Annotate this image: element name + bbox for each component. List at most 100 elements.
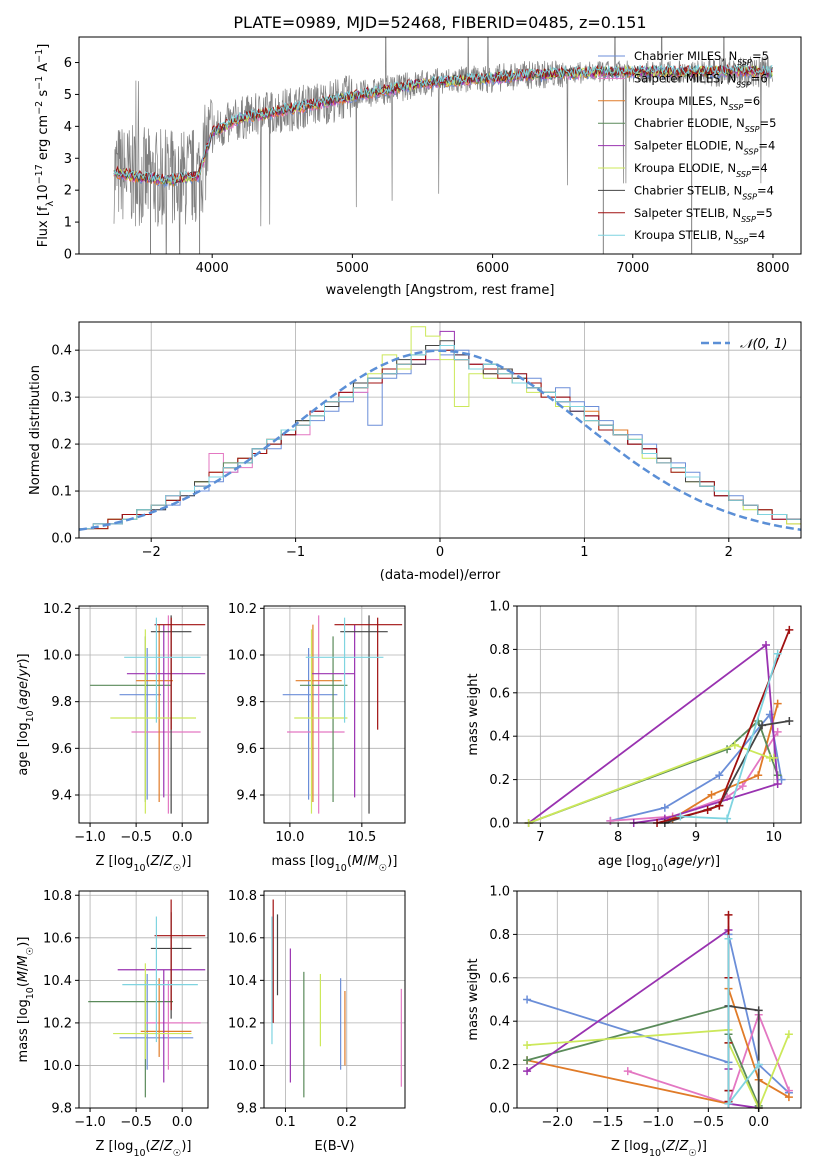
- age_vs_Z-y-label: age [log10(age/yr)]: [16, 653, 36, 775]
- mass-vs-metallicity-panel: −1.0 −0.5 0.0 9.8 10.0 10.2 10.4 10.6 10.8 Z [log…: [16, 889, 209, 1159]
- legend-label: Kroupa ELODIE, NSSP=4: [634, 161, 768, 179]
- y-tick-label: 0.2: [489, 773, 510, 788]
- y-tick-label: 0.6: [489, 686, 510, 701]
- y-tick-label: 1.0: [489, 885, 510, 900]
- plot-frame: [516, 605, 802, 824]
- residuals-panel: −2 −1 0 1 2 0.0 0.1 0.2 0.3 0.4 (data-model)/error…: [28, 321, 802, 583]
- y-tick-label: 0.0: [489, 1102, 510, 1117]
- y-tick-label: 1.0: [489, 600, 510, 615]
- errorbar-4: [126, 624, 206, 798]
- weight-series-1: [606, 727, 782, 825]
- weight-series-4: [523, 926, 763, 1112]
- age-vs-metallicity-panel: −1.0 −0.5 0.0 9.4 9.6 9.8 10.0 10.2 Z [log10(Z/Z…: [16, 602, 209, 874]
- y-tick-label: 9.8: [236, 695, 257, 710]
- plot-frame: [78, 890, 209, 1109]
- errorbar-1: [145, 980, 201, 1070]
- weight-series-8: [724, 934, 763, 1108]
- weight-marker: [703, 805, 712, 814]
- weight-marker: [784, 1030, 793, 1039]
- y-tick-label: 0.0: [489, 817, 510, 832]
- y-tick-label: 10.0: [43, 1059, 72, 1074]
- mass-vs-ebv-panel: 0.1 0.2 9.8 10.0 10.2 10.4 10.6 10.8 E(B-V): [228, 889, 406, 1154]
- mass_vs_Z-y-label: mass [log10(M/M☉)]: [16, 937, 36, 1063]
- errorbar-7: [154, 617, 206, 730]
- x-tick-label: 10.0: [275, 830, 304, 845]
- weight-marker: [773, 649, 782, 658]
- plot-frame: [78, 605, 209, 824]
- x-tick-label: −0.5: [120, 1115, 152, 1130]
- x-tick-label: 0: [436, 545, 444, 560]
- y-tick-label: 0.4: [51, 344, 72, 359]
- errorbars: [271, 899, 402, 1098]
- x-tick-label: 10: [765, 830, 782, 845]
- errorbar-8: [305, 617, 384, 723]
- weight-line: [526, 928, 759, 1109]
- x-tick-label: 6000: [476, 261, 509, 276]
- massweight-vs-age-panel: 7 8 9 10 0.0 0.2 0.4 0.6 0.8 1.0 age [log10(age/yr…: [466, 600, 802, 874]
- weight-marker: [623, 1067, 632, 1076]
- mass_vs_EBV-x-label: E(B-V): [314, 1139, 354, 1154]
- y-tick-label: 9.6: [236, 742, 257, 757]
- x-tick-label: −0.5: [120, 830, 152, 845]
- x-tick-label: 8000: [756, 261, 789, 276]
- weight-line: [627, 1012, 790, 1105]
- massweight_vs_Z-y-label: mass weight: [466, 958, 481, 1040]
- y-tick-label: 9.8: [51, 1102, 72, 1117]
- legend-label: Chabrier MILES, NSSP=5: [634, 49, 769, 67]
- errorbar-2: [136, 624, 173, 802]
- weight-marker: [761, 641, 770, 650]
- x-tick-label: 4000: [196, 261, 229, 276]
- weight-marker: [730, 740, 739, 749]
- errorbar-8: [124, 617, 201, 723]
- gaussian-curve: [79, 349, 801, 532]
- age_vs_Z-x-label: Z [log10(Z/Z☉)]: [96, 854, 192, 874]
- x-tick-label: −1: [286, 545, 305, 560]
- plot-frame: [263, 890, 406, 1109]
- y-tick-label: 10.2: [43, 602, 72, 617]
- y-tick-label: 10.8: [228, 889, 257, 904]
- y-tick-label: 0.3: [51, 391, 72, 406]
- y-tick-label: 0: [64, 248, 72, 263]
- y-tick-label: 0.4: [489, 1015, 510, 1030]
- weight-marker: [723, 814, 732, 823]
- massweight_vs_age-y-label: mass weight: [466, 673, 481, 755]
- y-tick-label: 10.0: [43, 649, 72, 664]
- x-tick-label: 8: [614, 830, 622, 845]
- weight-marker: [606, 816, 615, 825]
- weight-marker: [785, 717, 794, 726]
- y-tick-label: 10.2: [228, 602, 257, 617]
- weight-lines: [523, 910, 793, 1112]
- errorbars: [282, 615, 403, 814]
- errorbar-6: [340, 615, 388, 814]
- weight-marker: [724, 1099, 733, 1108]
- errorbar-5: [110, 629, 197, 814]
- errorbar-3: [299, 636, 348, 802]
- y-tick-label: 9.4: [236, 789, 257, 804]
- plot-frame: [78, 36, 802, 255]
- x-tick-label: 0.0: [748, 1115, 769, 1130]
- y-tick-label: 9.8: [51, 695, 72, 710]
- y-tick-label: 4: [64, 120, 72, 135]
- errorbar-2: [295, 624, 342, 802]
- x-tick-label: −1.5: [592, 1115, 624, 1130]
- legend-label: Salpeter ELODIE, NSSP=4: [634, 139, 775, 157]
- x-tick-label: 10.5: [347, 830, 376, 845]
- y-tick-label: 10.0: [228, 1059, 257, 1074]
- y-tick-label: 10.8: [43, 889, 72, 904]
- weight-series-3: [523, 1002, 763, 1110]
- x-tick-label: 0.1: [275, 1115, 296, 1130]
- weight-marker: [754, 1060, 763, 1069]
- y-tick-label: 6: [64, 56, 72, 71]
- x-tick-label: 5000: [336, 261, 369, 276]
- weight-marker: [754, 1006, 763, 1015]
- weight-marker: [773, 779, 782, 788]
- errorbar-0: [282, 648, 338, 800]
- errorbar-3: [88, 980, 173, 1098]
- spectrum-title: PLATE=0989, MJD=52468, FIBERID=0485, z=0…: [233, 13, 646, 32]
- massweight_vs_age-x-label: age [log10(age/yr)]: [598, 854, 720, 874]
- weight-marker: [676, 812, 685, 821]
- weight-marker: [785, 625, 794, 634]
- weight-marker: [724, 934, 733, 943]
- weight-marker: [707, 790, 716, 799]
